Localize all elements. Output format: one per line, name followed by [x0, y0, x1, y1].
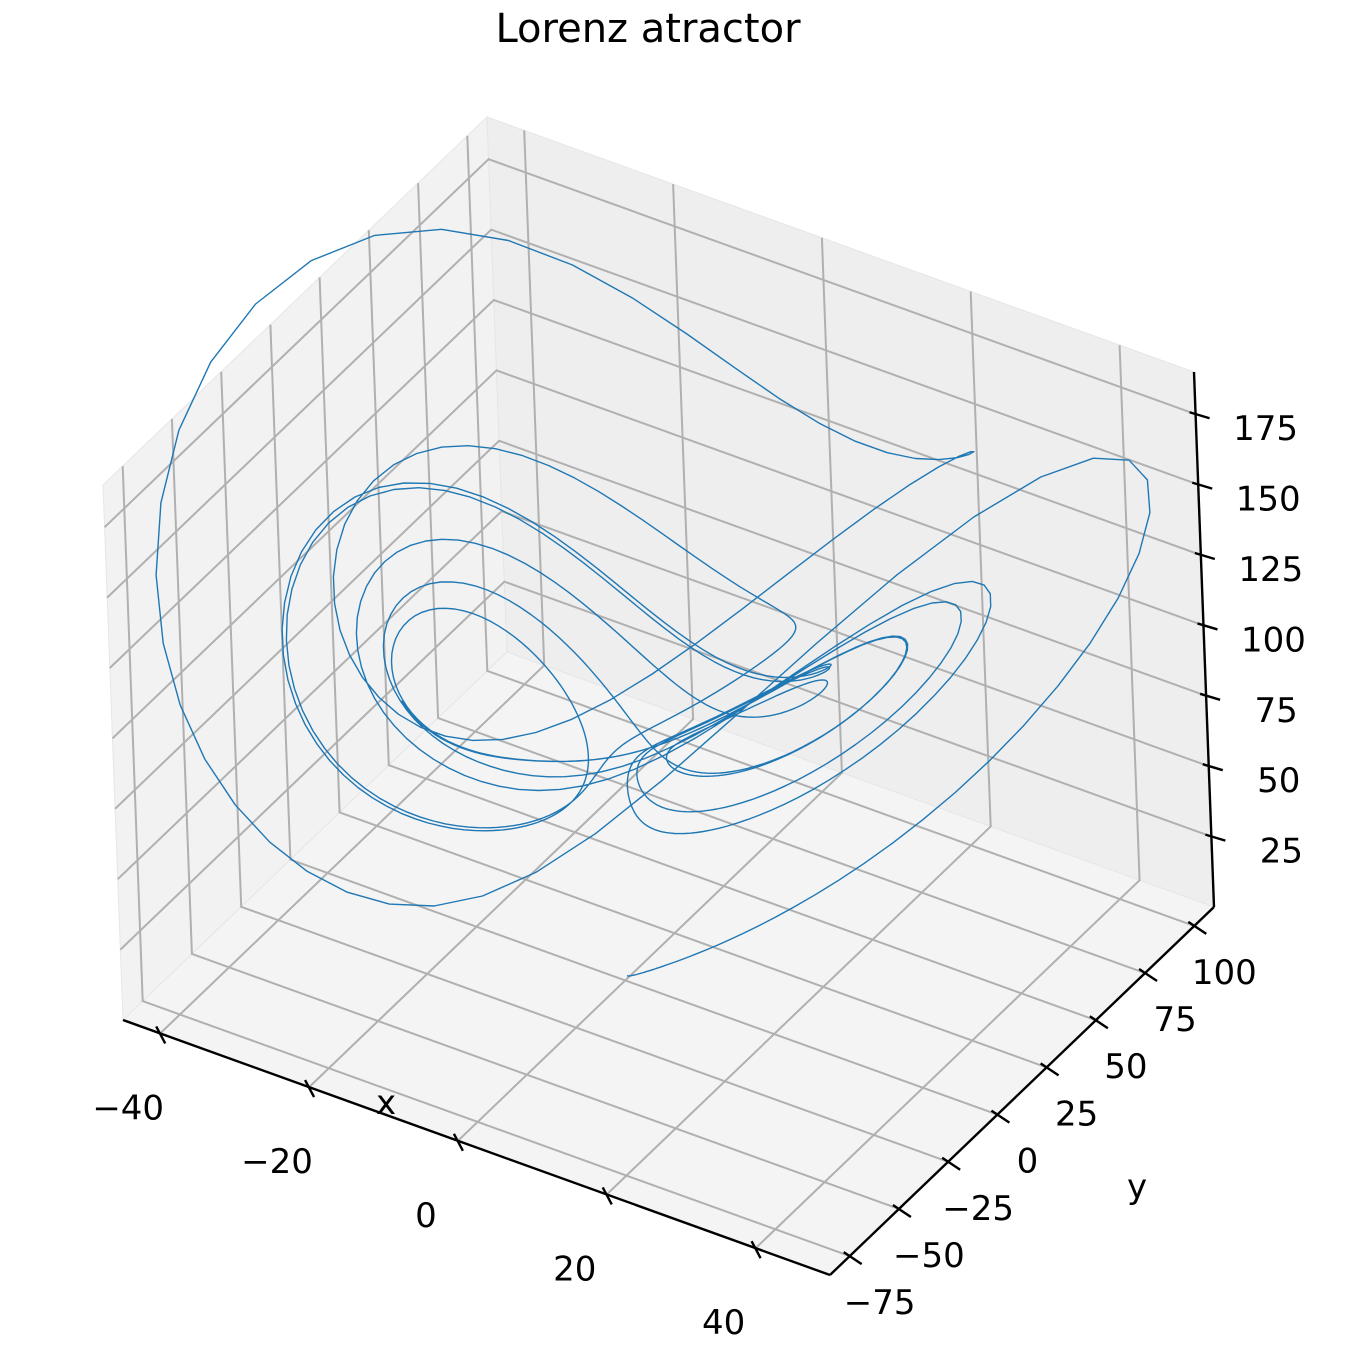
z-tick-label: 150 [1236, 480, 1301, 520]
x-tick-label: −40 [92, 1088, 164, 1128]
x-tick [155, 1025, 167, 1044]
x-gridline [308, 184, 695, 1088]
z-tick-label: 100 [1241, 620, 1306, 660]
z-gridline [109, 298, 1202, 669]
z-tick-label: 125 [1238, 550, 1303, 590]
y-gridline [466, 135, 1195, 927]
y-gridline [170, 418, 900, 1210]
y-gridline [367, 230, 1097, 1022]
y-axis-line [829, 906, 1215, 1276]
tick-labels: −40−2002040−75−50−2502550751002550751001… [92, 409, 1306, 1343]
chart-title: Lorenz atractor [495, 6, 801, 52]
y-tick [1138, 968, 1158, 983]
y-tick [1187, 920, 1207, 935]
z-gridline [119, 580, 1212, 951]
z-tick [1191, 481, 1213, 490]
y-tick-label: 100 [1192, 953, 1257, 993]
x-tick-label: 20 [553, 1249, 596, 1289]
x-axis-label: x [376, 1083, 396, 1123]
z-tick-label: 175 [1233, 409, 1298, 449]
x-tick [452, 1133, 464, 1152]
x-tick-label: 40 [702, 1303, 745, 1343]
trajectory-layer [155, 228, 1151, 977]
y-tick-label: 50 [1104, 1047, 1147, 1087]
y-gridline [121, 466, 851, 1258]
z-tick-label: 50 [1257, 761, 1300, 801]
y-gridline [220, 371, 949, 1163]
z-tick [1205, 833, 1226, 842]
y-tick-label: 75 [1153, 1000, 1196, 1040]
y-gridline [318, 277, 1047, 1069]
y-tick [990, 1109, 1011, 1124]
y-tick [892, 1203, 912, 1218]
z-tick-label: 25 [1260, 832, 1303, 872]
gridlines [103, 130, 1212, 1258]
z-gridline [114, 439, 1207, 810]
y-gridline [269, 324, 998, 1116]
y-tick-label: −25 [942, 1189, 1014, 1229]
y-tick-label: −50 [893, 1236, 965, 1276]
y-tick [843, 1251, 863, 1266]
axis-lines [122, 371, 1216, 1277]
z-gridline [106, 228, 1199, 599]
z-gridline [103, 158, 1196, 528]
x-tick [303, 1079, 316, 1098]
axis-ticks [155, 411, 1226, 1266]
x-axis-line [122, 1018, 831, 1277]
x-tick [750, 1240, 762, 1259]
z-gridline [111, 369, 1204, 740]
z-tick [1202, 763, 1224, 772]
x-gridline [457, 237, 843, 1142]
z-tick [1197, 622, 1218, 631]
x-tick [601, 1186, 613, 1206]
x-tick-label: 0 [415, 1196, 437, 1236]
z-tick [1199, 692, 1221, 701]
y-tick-label: 0 [1017, 1142, 1039, 1182]
lorenz-trajectory [155, 228, 1151, 977]
z-axis-line [1192, 371, 1216, 908]
y-tick [1039, 1062, 1060, 1077]
z-tick [1194, 551, 1216, 561]
z-tick-label: 75 [1254, 691, 1297, 731]
y-tick [941, 1156, 961, 1171]
y-axis-label: y [1127, 1167, 1147, 1207]
y-tick-label: −75 [844, 1283, 916, 1323]
z-tick [1189, 411, 1210, 420]
x-gridline [754, 345, 1141, 1249]
z-gridline [117, 510, 1210, 880]
x-tick-label: −20 [241, 1142, 313, 1182]
x-gridline [606, 291, 992, 1196]
y-tick [1089, 1015, 1109, 1030]
y-tick-label: 25 [1055, 1094, 1098, 1134]
y-gridline [417, 183, 1146, 975]
